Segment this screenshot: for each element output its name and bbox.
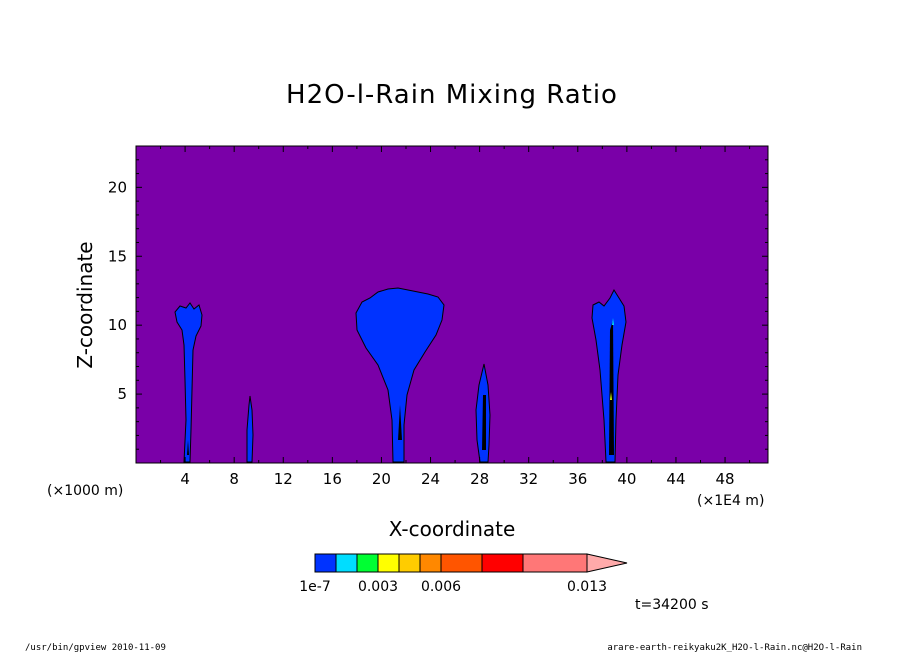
x-tick-label: 20 bbox=[372, 470, 391, 488]
footer-right: arare-earth-reikyaku2K_H2O-l-Rain.nc@H2O… bbox=[607, 643, 862, 653]
y-tick-label: 5 bbox=[117, 385, 127, 403]
y-axis-ticks: 5 10 15 20 bbox=[108, 159, 768, 450]
cloud-highlight-5b bbox=[612, 318, 614, 325]
colorbar-swatch bbox=[335, 553, 358, 573]
chart-title: H2O-l-Rain Mixing Ratio bbox=[286, 80, 618, 110]
x-tick-label: 48 bbox=[716, 470, 735, 488]
x-tick-label: 32 bbox=[519, 470, 538, 488]
y-tick-label: 10 bbox=[108, 316, 127, 334]
cloud-region-5 bbox=[591, 288, 627, 463]
cloud-region-1 bbox=[174, 302, 203, 463]
colorbar-swatch bbox=[419, 553, 442, 573]
colorbar-swatch bbox=[314, 553, 337, 573]
cloud-core-4 bbox=[482, 395, 486, 450]
x-tick-label: 28 bbox=[470, 470, 489, 488]
x-axis-ticks: 4 8 12 16 20 24 28 32 36 40 44 48 bbox=[160, 146, 751, 488]
y-axis-label: Z-coordinate bbox=[73, 241, 97, 368]
y-tick-label: 20 bbox=[108, 178, 127, 196]
x-tick-label: 12 bbox=[274, 470, 293, 488]
x-tick-label: 40 bbox=[617, 470, 636, 488]
colorbar: 1e-7 0.003 0.006 0.013 bbox=[299, 553, 628, 595]
x-tick-label: 8 bbox=[229, 470, 239, 488]
x-tick-label: 24 bbox=[421, 470, 440, 488]
colorbar-label: 0.003 bbox=[358, 579, 398, 595]
colorbar-label: 0.006 bbox=[421, 579, 461, 595]
time-label: t=34200 s bbox=[635, 597, 709, 613]
x-unit-left: (×1000 m) bbox=[47, 483, 123, 499]
colorbar-swatch bbox=[481, 553, 524, 573]
colorbar-arrow bbox=[586, 553, 628, 573]
footer-left: /usr/bin/gpview 2010-11-09 bbox=[25, 643, 166, 653]
cloud-region-3 bbox=[355, 287, 445, 463]
cloud-contours bbox=[174, 287, 627, 463]
cloud-region-2 bbox=[246, 395, 254, 463]
cloud-core-1 bbox=[187, 440, 189, 455]
x-tick-label: 44 bbox=[666, 470, 685, 488]
colorbar-swatch bbox=[398, 553, 421, 573]
x-tick-label: 16 bbox=[323, 470, 342, 488]
y-tick-label: 15 bbox=[108, 247, 127, 265]
colorbar-label: 0.013 bbox=[567, 579, 607, 595]
x-unit-right: (×1E4 m) bbox=[697, 493, 764, 509]
colorbar-swatch bbox=[356, 553, 379, 573]
cloud-core-5 bbox=[609, 320, 614, 455]
cloud-core-3 bbox=[398, 405, 402, 440]
colorbar-swatch bbox=[522, 553, 588, 573]
colorbar-swatch bbox=[377, 553, 400, 573]
plot-frame bbox=[135, 145, 769, 464]
x-tick-label: 4 bbox=[180, 470, 190, 488]
cloud-highlight-5 bbox=[610, 392, 612, 400]
colorbar-swatch bbox=[440, 553, 483, 573]
x-axis-label: X-coordinate bbox=[389, 517, 516, 541]
x-tick-label: 36 bbox=[568, 470, 587, 488]
plot-background bbox=[136, 146, 768, 463]
colorbar-label: 1e-7 bbox=[299, 579, 330, 595]
